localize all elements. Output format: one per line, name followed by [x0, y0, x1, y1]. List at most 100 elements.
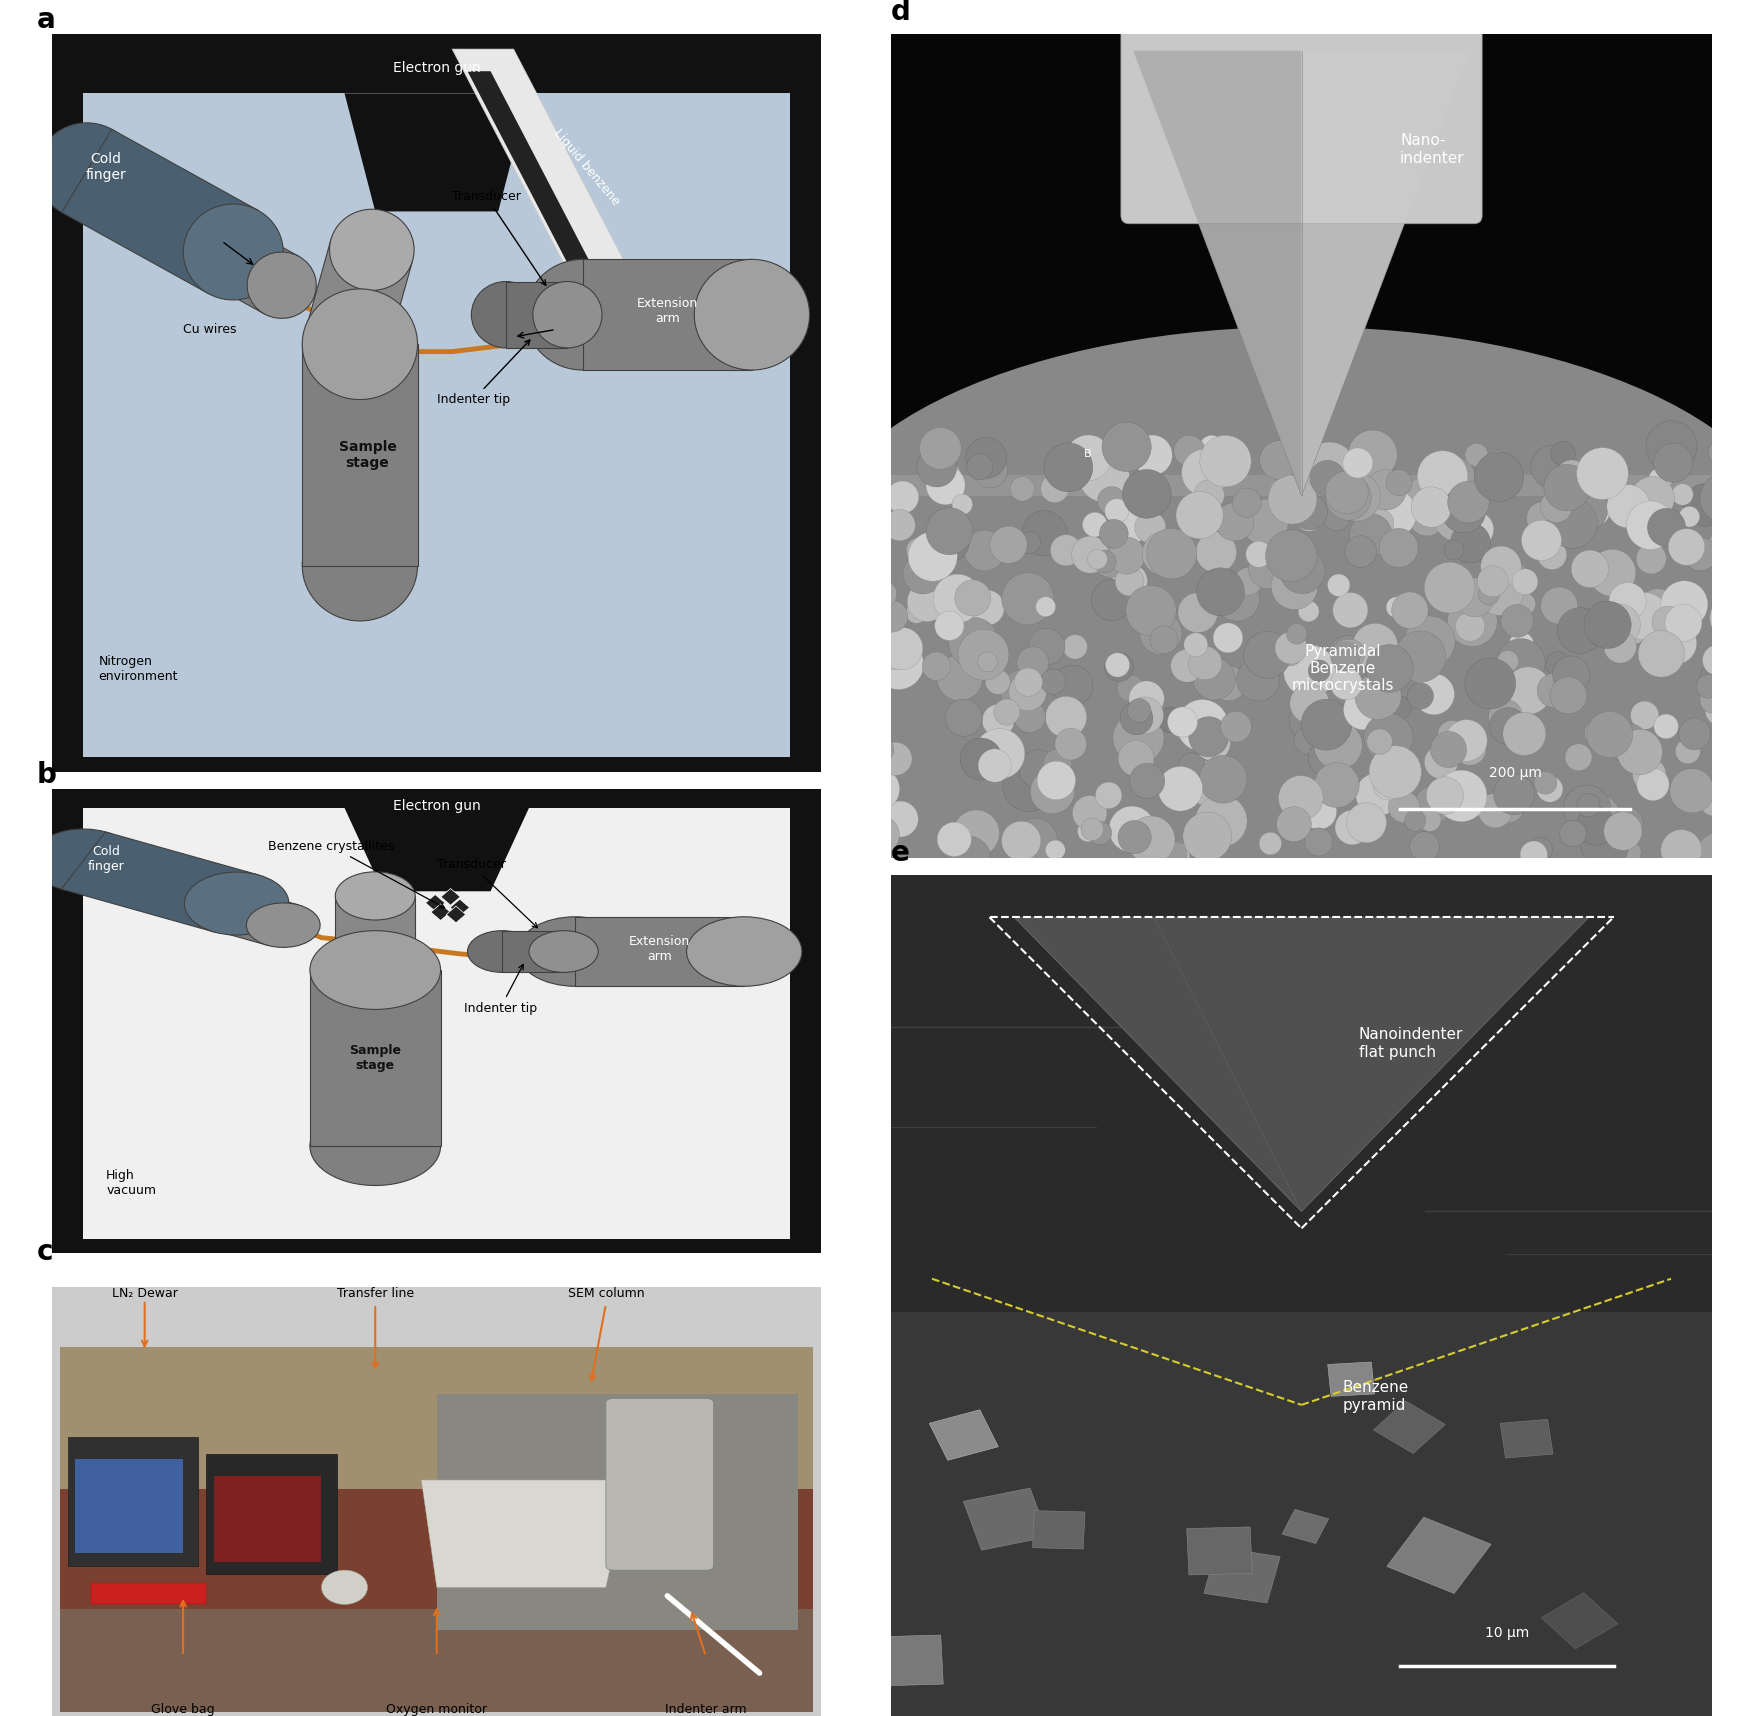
Circle shape — [1426, 777, 1464, 813]
Text: Nitrogen
environment: Nitrogen environment — [98, 656, 178, 683]
Ellipse shape — [526, 259, 641, 371]
Polygon shape — [197, 885, 299, 946]
Circle shape — [1466, 657, 1516, 709]
Circle shape — [1130, 764, 1165, 798]
Circle shape — [1015, 668, 1043, 697]
Circle shape — [947, 836, 991, 879]
Text: LN₂ Dewar: LN₂ Dewar — [112, 1287, 178, 1301]
Circle shape — [1127, 697, 1164, 733]
Circle shape — [957, 630, 1010, 680]
Circle shape — [1513, 592, 1536, 616]
Circle shape — [1661, 580, 1709, 628]
Circle shape — [1501, 604, 1534, 637]
Circle shape — [1010, 477, 1034, 501]
Text: Cold
finger: Cold finger — [87, 844, 124, 873]
Circle shape — [966, 438, 1006, 479]
Ellipse shape — [809, 326, 1747, 779]
Circle shape — [1696, 832, 1744, 879]
Circle shape — [1646, 420, 1696, 472]
Circle shape — [1080, 451, 1129, 503]
Circle shape — [874, 638, 924, 690]
Circle shape — [1071, 535, 1109, 573]
Circle shape — [1700, 659, 1740, 700]
Circle shape — [1509, 714, 1543, 746]
Circle shape — [1557, 460, 1588, 492]
Ellipse shape — [185, 872, 288, 935]
Circle shape — [970, 590, 1005, 626]
Circle shape — [846, 716, 877, 748]
FancyBboxPatch shape — [437, 1393, 798, 1630]
Circle shape — [1296, 505, 1322, 532]
Circle shape — [847, 601, 870, 623]
Circle shape — [1120, 702, 1153, 734]
Circle shape — [1177, 592, 1218, 633]
Circle shape — [1693, 498, 1712, 517]
FancyBboxPatch shape — [213, 1476, 321, 1562]
Circle shape — [1553, 656, 1590, 693]
Text: Transfer line: Transfer line — [337, 1287, 414, 1301]
Circle shape — [1270, 479, 1296, 506]
Text: Nano-
indenter: Nano- indenter — [1399, 134, 1464, 166]
Circle shape — [1272, 563, 1317, 609]
Circle shape — [982, 704, 1015, 736]
Polygon shape — [1186, 1527, 1253, 1575]
Circle shape — [1534, 772, 1557, 795]
Circle shape — [1387, 695, 1412, 719]
Circle shape — [1305, 827, 1333, 856]
Circle shape — [1588, 549, 1635, 597]
Circle shape — [1291, 494, 1328, 530]
Circle shape — [1331, 668, 1363, 700]
Circle shape — [1560, 820, 1586, 846]
Circle shape — [936, 463, 961, 487]
Polygon shape — [344, 808, 529, 891]
Text: Oxygen monitor: Oxygen monitor — [386, 1702, 487, 1716]
Circle shape — [1232, 487, 1261, 517]
Circle shape — [1366, 489, 1417, 539]
Circle shape — [1087, 549, 1108, 570]
Circle shape — [851, 518, 874, 541]
Circle shape — [1167, 709, 1190, 733]
Circle shape — [1494, 774, 1534, 815]
Circle shape — [1672, 484, 1693, 505]
Circle shape — [1050, 535, 1081, 566]
Circle shape — [1081, 819, 1104, 841]
Text: Indenter tip: Indenter tip — [463, 964, 536, 1014]
Circle shape — [1109, 807, 1155, 853]
Circle shape — [1436, 770, 1487, 822]
Circle shape — [879, 637, 912, 669]
Circle shape — [1604, 812, 1642, 851]
Circle shape — [1618, 729, 1663, 776]
Circle shape — [1571, 793, 1621, 843]
Circle shape — [1249, 549, 1288, 589]
Circle shape — [1001, 822, 1041, 861]
Circle shape — [1045, 697, 1087, 738]
Circle shape — [1295, 726, 1322, 755]
Circle shape — [1506, 563, 1529, 585]
Circle shape — [1599, 604, 1640, 645]
Circle shape — [1571, 551, 1609, 587]
Circle shape — [1490, 707, 1527, 745]
Circle shape — [1127, 817, 1176, 863]
FancyBboxPatch shape — [59, 1347, 814, 1502]
Circle shape — [1639, 630, 1684, 678]
Circle shape — [975, 539, 1003, 568]
Circle shape — [1078, 820, 1099, 843]
Polygon shape — [1013, 916, 1588, 1211]
Circle shape — [952, 494, 973, 515]
Polygon shape — [1501, 1419, 1553, 1459]
Circle shape — [1375, 657, 1403, 686]
Circle shape — [1709, 439, 1733, 465]
Circle shape — [1633, 758, 1667, 791]
Circle shape — [1200, 436, 1251, 487]
Circle shape — [1244, 631, 1291, 678]
Circle shape — [1459, 511, 1494, 547]
Ellipse shape — [246, 903, 320, 947]
Circle shape — [1195, 726, 1230, 760]
Circle shape — [1310, 460, 1345, 496]
Circle shape — [1405, 616, 1455, 668]
Text: 200 μm: 200 μm — [1488, 765, 1541, 779]
Circle shape — [1576, 807, 1616, 846]
Circle shape — [1497, 638, 1544, 688]
Circle shape — [1195, 532, 1237, 573]
Circle shape — [839, 455, 887, 505]
